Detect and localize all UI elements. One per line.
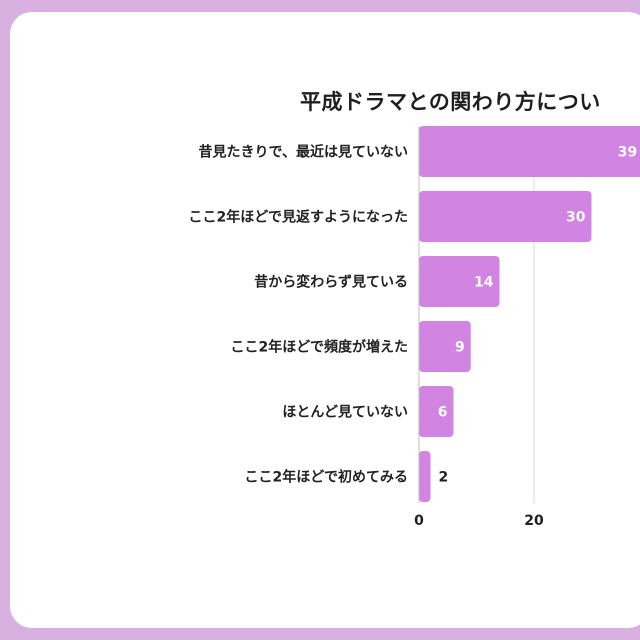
category-label-0: 昔見たきりで、最近は見ていない	[199, 144, 408, 161]
bar-3	[419, 321, 471, 372]
value-label-4: 6	[438, 405, 448, 421]
bar-1	[419, 191, 592, 242]
bar-2	[419, 256, 500, 307]
value-label-3: 9	[455, 340, 465, 356]
x-tick-label-0: 0	[414, 513, 424, 529]
chart-card: 平成ドラマとの関わり方につい	[10, 12, 640, 628]
category-label-2: 昔から変わらず見ている	[254, 274, 408, 291]
value-label-2: 14	[474, 275, 494, 291]
category-label-5: ここ2年ほどで初めてみる	[245, 469, 408, 486]
bar-0	[419, 126, 640, 177]
x-tick-label-20: 20	[524, 513, 544, 529]
category-label-3: ここ2年ほどで頻度が増えた	[231, 339, 408, 356]
value-label-1: 30	[566, 210, 586, 226]
bar-5	[419, 451, 431, 502]
category-label-1: ここ2年ほどで見返すようになった	[189, 209, 408, 226]
chart-title: 平成ドラマとの関わり方につい	[300, 90, 601, 114]
value-label-0: 39	[618, 145, 637, 161]
value-label-5: 2	[439, 470, 449, 486]
category-label-4: ほとんど見ていない	[282, 405, 408, 421]
bar-4	[419, 386, 454, 437]
